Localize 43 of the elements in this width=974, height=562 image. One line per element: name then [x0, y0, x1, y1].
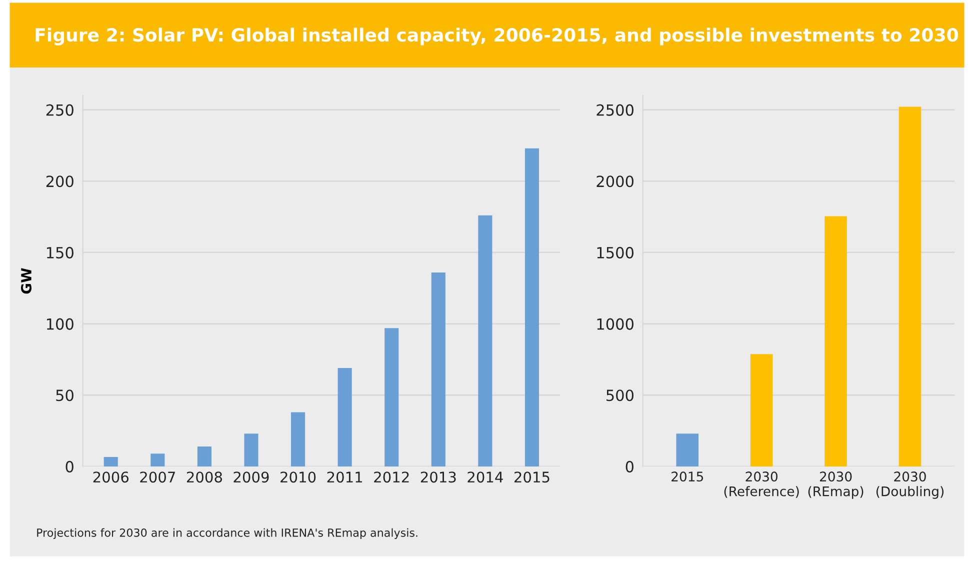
- bar: [150, 454, 165, 466]
- x-tick-label: 2012: [374, 472, 409, 483]
- x-tick-label: 2014: [468, 472, 503, 483]
- y-tick-label: 1500: [597, 246, 634, 258]
- y-tick-label: 100: [46, 318, 74, 330]
- y-tick-label: 2000: [596, 176, 634, 188]
- text: Projections for 2030 are in accordance with IRENA's REmap analysis.: [37, 528, 418, 540]
- x-tick-label: 2030 (Reference): [724, 472, 799, 498]
- y-axis-title: GW: [20, 268, 32, 294]
- x-tick-label: 2011: [327, 472, 362, 483]
- x-tick-label: 2010: [280, 472, 316, 483]
- bar: [898, 106, 922, 466]
- y-tick-label: 200: [46, 176, 74, 188]
- y-tick-label: 1000: [597, 318, 634, 330]
- x-tick-label: 2006: [93, 472, 128, 483]
- x-tick-label: 2013: [420, 472, 456, 483]
- y-tick-label: 2500: [596, 104, 634, 116]
- x-tick-label: 2009: [234, 472, 269, 483]
- x-tick-label: 2015: [672, 472, 703, 482]
- y-tick-label: 250: [46, 104, 74, 116]
- y-tick-label: 500: [606, 390, 634, 402]
- y-tick-label: 0: [626, 460, 634, 472]
- x-tick-label: 2008: [186, 472, 222, 483]
- y-tick-label: 50: [56, 390, 74, 402]
- bar: [197, 446, 212, 466]
- x-tick-label: 2015: [514, 472, 550, 483]
- y-tick-label: 150: [46, 246, 74, 258]
- y-tick-label: 0: [66, 460, 74, 472]
- bar: [750, 354, 773, 466]
- x-tick-label: 2030 (Doubling): [876, 472, 944, 499]
- bar: [824, 216, 847, 466]
- bar: [676, 434, 698, 466]
- chart-title: Figure 2: Solar PV: Global installed capacity, 2006-2015, and possible investments to 2030: [36, 28, 958, 46]
- bar: [478, 215, 492, 466]
- x-tick-label: 2007: [140, 472, 175, 483]
- bar: [104, 457, 118, 466]
- bar: [431, 272, 446, 466]
- bar: [244, 434, 258, 466]
- bar: [338, 368, 352, 466]
- bar: [384, 328, 399, 466]
- bar: [291, 412, 306, 466]
- x-tick-label: 2030 (REmap): [808, 472, 864, 499]
- bar: [524, 148, 539, 466]
